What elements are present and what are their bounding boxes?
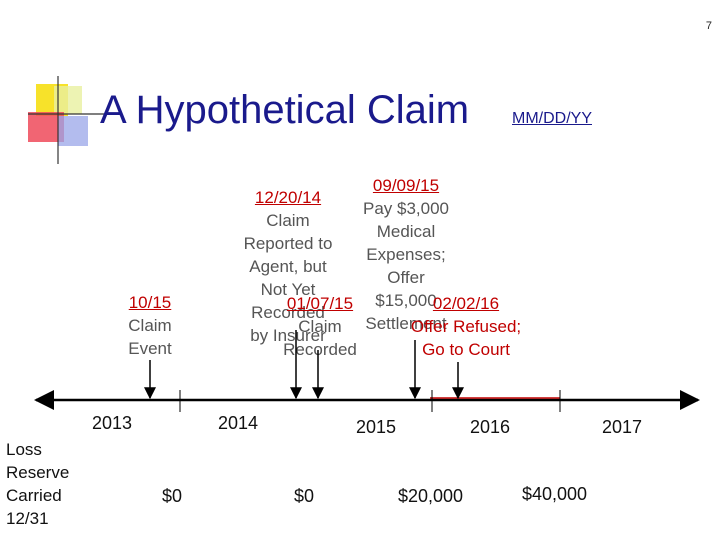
reserve-value: $20,000 [398, 486, 464, 506]
event-date: 09/09/15 [372, 176, 440, 195]
loss-reserve-label: Loss Reserve Carried 12/31 [6, 438, 69, 530]
event-date: 02/02/16 [432, 294, 500, 313]
date-format-note: MM/DD/YY [512, 110, 592, 127]
event-text: Claim [266, 211, 310, 230]
reserve-value: $0 [162, 486, 183, 506]
event-text: Reported to [243, 234, 333, 253]
event-text: Go to Court [422, 340, 510, 359]
event-recorded: 01/07/15 Claim Recorded [270, 292, 370, 361]
event-text: Offer Refused; [410, 317, 522, 336]
event-claim-event: 10/15 Claim Event [116, 291, 184, 360]
slide-number: 7 [705, 20, 712, 32]
loss-reserve-label-line: 12/31 [6, 509, 49, 528]
reserve-value: $40,000 [522, 484, 588, 504]
event-text: Event [128, 339, 172, 358]
event-text: Claim [128, 316, 172, 335]
reserve-value: $0 [294, 486, 315, 506]
event-text: by Insurer [250, 326, 326, 345]
event-text: Recorded [251, 303, 325, 322]
event-text: $15,000 [375, 291, 437, 310]
event-text: Offer [387, 268, 425, 287]
year-label: 2014 [218, 413, 259, 433]
event-reported: 12/20/14 Claim Reported to Agent, but No… [226, 186, 350, 347]
event-text: Settlement [365, 314, 447, 333]
event-court: 02/02/16 Offer Refused; Go to Court [396, 292, 536, 361]
decorative-logo-icon [28, 76, 106, 164]
event-offer: 09/09/15 Pay $3,000 Medical Expenses; Of… [344, 174, 468, 335]
loss-reserve-label-line: Loss [6, 440, 42, 459]
loss-reserve-label-line: Reserve [6, 463, 70, 482]
year-label: 2015 [356, 417, 397, 437]
event-date: 10/15 [128, 293, 172, 312]
event-text: Recorded [283, 340, 357, 359]
event-text: Claim [298, 317, 342, 336]
event-date: 12/20/14 [254, 188, 322, 207]
slide-title: A Hypothetical Claim [100, 88, 470, 132]
year-label: 2013 [92, 413, 133, 433]
event-date: 01/07/15 [286, 294, 354, 313]
year-label: 2017 [602, 417, 643, 437]
event-text: Agent, but [249, 257, 327, 276]
event-text: Medical [376, 222, 436, 241]
event-text: Not Yet [260, 280, 316, 299]
year-label: 2016 [470, 417, 511, 437]
loss-reserve-label-line: Carried [6, 486, 62, 505]
event-text: Expenses; [366, 245, 446, 264]
event-text: Pay $3,000 [362, 199, 449, 218]
